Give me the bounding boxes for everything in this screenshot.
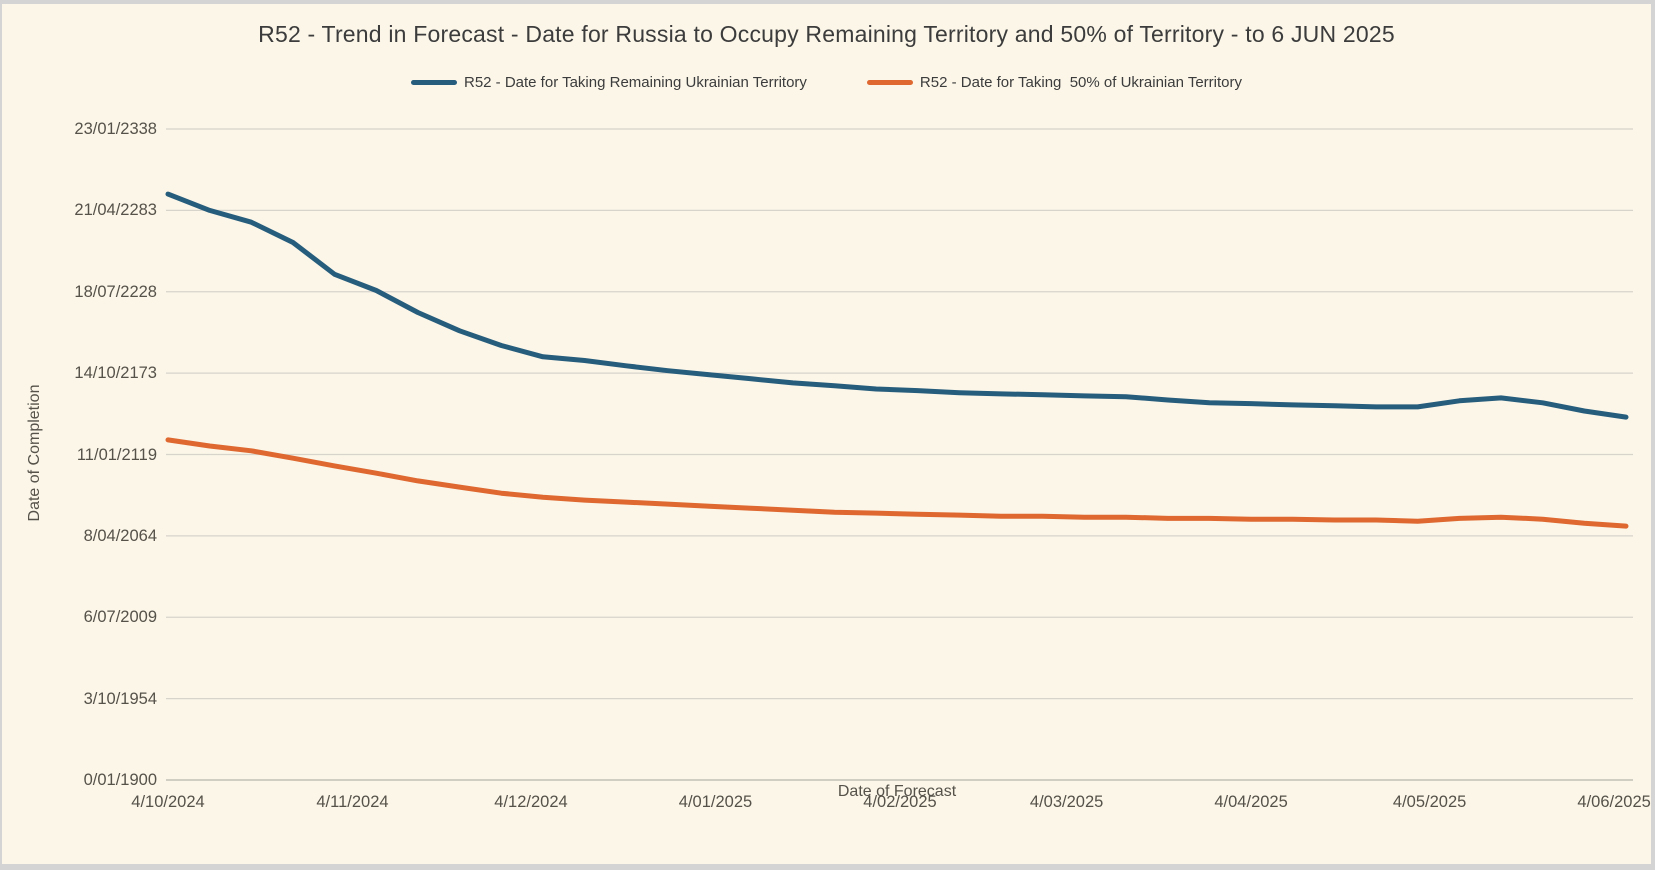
x-tick-label: 4/02/2025 <box>863 793 937 811</box>
y-tick-label: 8/04/2064 <box>83 526 157 545</box>
chart-title: R52 - Trend in Forecast - Date for Russi… <box>258 21 1395 47</box>
y-axis-tick-labels: 23/01/2338 21/04/2283 18/07/2228 14/10/2173… <box>2 4 157 864</box>
x-tick-label: 4/12/2024 <box>494 793 568 811</box>
x-tick-label: 4/10/2024 <box>131 793 205 811</box>
y-tick-label: 23/01/2338 <box>74 120 157 138</box>
legend-item-remaining-territory: R52 - Date for Taking Remaining Ukrainia… <box>410 74 807 91</box>
x-axis-tick-labels: 4/10/2024 4/11/2024 4/12/2024 4/01/2025 4/02… <box>2 792 1651 816</box>
x-tick-label: 4/11/2024 <box>316 793 389 811</box>
y-tick-label: 14/10/2173 <box>74 364 157 383</box>
legend-label-fifty-percent: R52 - Date for Taking 50% of Ukrainian T… <box>919 74 1243 91</box>
x-tick-label: 4/03/2025 <box>1029 793 1104 811</box>
legend: R52 - Date for Taking Remaining Ukrainia… <box>2 74 1651 91</box>
legend-label-remaining-territory: R52 - Date for Taking Remaining Ukrainia… <box>463 74 807 91</box>
y-tick-label: 0/01/1900 <box>83 771 157 789</box>
x-tick-label: 4/05/2025 <box>1392 793 1467 811</box>
x-tick-label: 4/06/2025 <box>1577 793 1651 811</box>
legend-line-swatch-orange <box>866 80 913 85</box>
line-chart: R52 - Trend in Forecast - Date for Russi… <box>2 4 1651 864</box>
x-axis-title: Date of Forecast <box>837 783 957 800</box>
y-tick-label: 6/07/2009 <box>83 608 157 627</box>
legend-line-swatch-blue <box>410 80 457 85</box>
series-line-remaining-territory <box>165 191 1629 420</box>
y-tick-label: 21/04/2283 <box>74 201 157 220</box>
x-tick-label: 4/04/2025 <box>1214 793 1288 811</box>
series-line-fifty-percent-territory <box>165 437 1629 529</box>
y-tick-label: 11/01/2119 <box>76 445 157 464</box>
y-tick-label: 3/10/1954 <box>83 689 157 708</box>
legend-item-fifty-percent: R52 - Date for Taking 50% of Ukrainian T… <box>866 74 1243 91</box>
x-tick-label: 4/01/2025 <box>678 793 753 811</box>
y-tick-label: 18/07/2228 <box>74 282 157 301</box>
plot-canvas <box>165 128 1633 781</box>
